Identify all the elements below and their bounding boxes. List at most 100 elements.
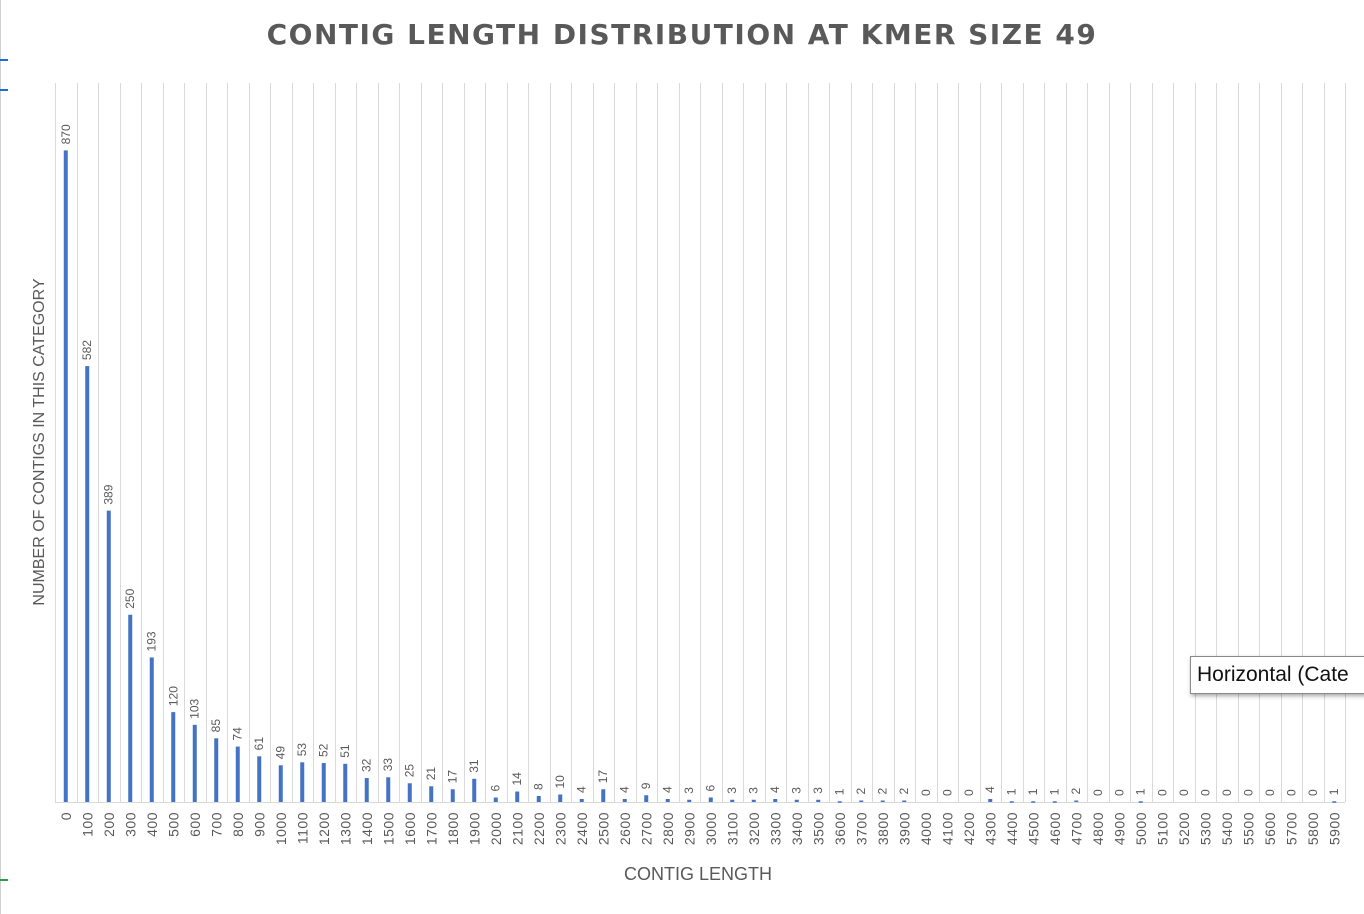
bar[interactable] <box>536 796 541 802</box>
x-tick-label: 100 <box>79 812 95 837</box>
data-label: 0 <box>1198 789 1212 796</box>
x-tick-label: 4000 <box>918 812 934 845</box>
x-tick-label: 400 <box>144 812 160 837</box>
x-tick-label: 5400 <box>1219 812 1235 845</box>
data-label: 2 <box>897 788 911 795</box>
bar[interactable] <box>1009 801 1014 803</box>
x-tick-label: 3400 <box>789 812 805 845</box>
bar[interactable] <box>278 765 283 802</box>
data-label: 2 <box>854 788 868 795</box>
x-tick-label: 2700 <box>638 812 654 845</box>
bar[interactable] <box>300 762 305 802</box>
bar[interactable] <box>859 800 864 803</box>
data-label: 14 <box>510 772 524 786</box>
data-label: 4 <box>618 786 632 793</box>
bar[interactable] <box>472 778 477 802</box>
data-label: 52 <box>317 743 331 757</box>
bar[interactable] <box>343 763 348 802</box>
bar[interactable] <box>751 799 756 802</box>
data-label: 25 <box>403 764 417 778</box>
bar[interactable] <box>515 791 520 802</box>
bar[interactable] <box>429 786 434 802</box>
bar[interactable] <box>321 763 326 802</box>
x-tick-label: 4900 <box>1111 812 1127 845</box>
data-label: 1 <box>1048 788 1062 795</box>
data-label: 1 <box>1005 788 1019 795</box>
x-tick-label: 2000 <box>488 812 504 845</box>
bar[interactable] <box>257 756 262 802</box>
bar[interactable] <box>665 799 670 802</box>
data-label: 870 <box>59 124 73 144</box>
bar[interactable] <box>192 724 197 802</box>
x-tick-label: 4200 <box>961 812 977 845</box>
bar[interactable] <box>1031 801 1036 803</box>
bar[interactable] <box>988 799 993 802</box>
bar[interactable] <box>235 746 240 802</box>
bar[interactable] <box>730 799 735 802</box>
bar[interactable] <box>450 789 455 802</box>
x-tick-label: 1400 <box>359 812 375 845</box>
bar[interactable] <box>687 799 692 802</box>
axis-tooltip: Horizontal (Cate <box>1190 656 1364 694</box>
bar[interactable] <box>708 797 713 802</box>
x-tick-label: 1700 <box>423 812 439 845</box>
x-tick-label: 0 <box>58 812 74 820</box>
bar[interactable] <box>837 801 842 803</box>
x-tick-label: 2400 <box>574 812 590 845</box>
bar[interactable] <box>902 800 907 803</box>
data-label: 1 <box>1327 788 1341 795</box>
bar[interactable] <box>171 712 176 802</box>
data-label: 2 <box>876 788 890 795</box>
bar[interactable] <box>214 738 219 802</box>
bar[interactable] <box>1052 801 1057 803</box>
bar[interactable] <box>149 657 154 802</box>
bar[interactable] <box>794 799 799 802</box>
x-tick-label: 500 <box>165 812 181 837</box>
data-label: 4 <box>768 786 782 793</box>
bar[interactable] <box>85 366 90 802</box>
bar[interactable] <box>644 795 649 802</box>
bar[interactable] <box>386 777 391 802</box>
bar[interactable] <box>579 799 584 802</box>
data-label: 3 <box>682 787 696 794</box>
bar[interactable] <box>601 789 606 802</box>
data-label: 74 <box>231 727 245 741</box>
bar[interactable] <box>880 800 885 803</box>
bar[interactable] <box>1332 801 1337 803</box>
x-tick-label: 5700 <box>1283 812 1299 845</box>
bar[interactable] <box>407 783 412 802</box>
data-label: 10 <box>553 775 567 789</box>
data-label: 6 <box>489 785 503 792</box>
data-label: 120 <box>166 686 180 706</box>
x-tick-label: 3500 <box>810 812 826 845</box>
x-tick-label: 2100 <box>509 812 525 845</box>
x-axis-title[interactable]: CONTIG LENGTH <box>623 864 772 884</box>
data-label: 2 <box>1069 788 1083 795</box>
bar[interactable] <box>558 794 563 802</box>
x-tick-label: 4700 <box>1068 812 1084 845</box>
chart-title[interactable]: CONTIG LENGTH DISTRIBUTION AT KMER SIZE … <box>266 18 1098 51</box>
x-tick-label: 1500 <box>380 812 396 845</box>
data-label: 0 <box>1112 789 1126 796</box>
bar[interactable] <box>1138 801 1143 803</box>
bar[interactable] <box>128 614 133 802</box>
x-tick-label: 5600 <box>1262 812 1278 845</box>
bar[interactable] <box>773 799 778 802</box>
chart-area[interactable] <box>10 0 1364 914</box>
bar[interactable] <box>1074 800 1079 803</box>
x-tick-label: 2300 <box>552 812 568 845</box>
x-tick-label: 300 <box>122 812 138 837</box>
bar[interactable] <box>364 778 369 802</box>
data-label: 6 <box>704 785 718 792</box>
data-label: 193 <box>145 631 159 651</box>
x-tick-label: 1600 <box>402 812 418 845</box>
x-tick-label: 3600 <box>832 812 848 845</box>
bar[interactable] <box>493 797 498 802</box>
bar[interactable] <box>816 799 821 802</box>
x-tick-label: 5300 <box>1197 812 1213 845</box>
bar[interactable] <box>106 510 111 802</box>
bar[interactable] <box>63 150 68 802</box>
x-tick-label: 4300 <box>982 812 998 845</box>
bar[interactable] <box>622 799 627 802</box>
